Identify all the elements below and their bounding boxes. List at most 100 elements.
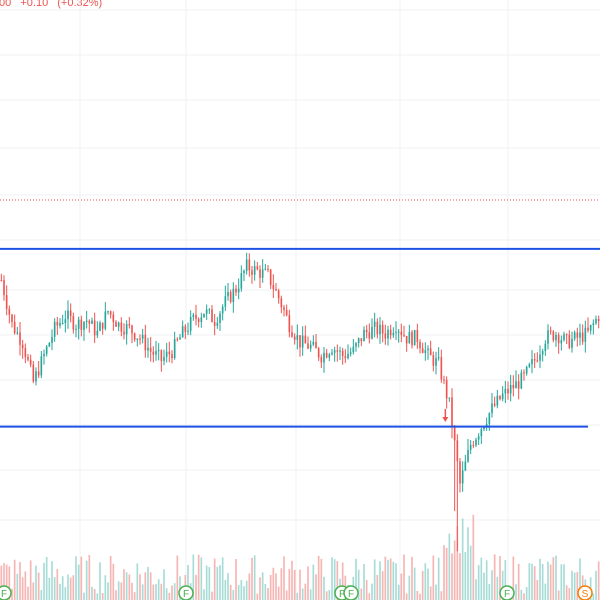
candle-body bbox=[293, 336, 296, 340]
candle-body bbox=[16, 332, 19, 334]
candle-body bbox=[312, 341, 315, 345]
candle-body bbox=[69, 310, 72, 317]
candle-body bbox=[115, 321, 117, 327]
candle-body bbox=[499, 395, 501, 400]
volume-bar bbox=[43, 562, 45, 600]
candle-body bbox=[421, 348, 424, 354]
volume-bar bbox=[544, 583, 547, 600]
volume-bar bbox=[499, 555, 501, 600]
volume-bar bbox=[29, 560, 32, 600]
volume-bar bbox=[459, 553, 461, 600]
candle-body bbox=[285, 310, 288, 316]
candle-body bbox=[467, 449, 469, 462]
candle-body bbox=[197, 319, 200, 323]
candle-body bbox=[184, 326, 187, 332]
volume-bar bbox=[8, 566, 11, 600]
volume-bar bbox=[251, 557, 253, 600]
candle-body bbox=[461, 470, 464, 484]
candle-body bbox=[597, 318, 600, 322]
candle-body bbox=[112, 314, 115, 322]
candle-body bbox=[251, 270, 253, 275]
volume-bar bbox=[112, 563, 115, 600]
volume-bar bbox=[197, 554, 200, 600]
earnings-event-icon[interactable] bbox=[0, 585, 12, 600]
volume-bar bbox=[541, 564, 544, 600]
volume-bar bbox=[512, 556, 515, 600]
volume-bar bbox=[467, 527, 469, 600]
volume-bar bbox=[477, 565, 480, 600]
event-label: F bbox=[504, 589, 510, 600]
candle-body bbox=[40, 356, 43, 376]
candle-body bbox=[477, 436, 480, 440]
volume-bar bbox=[515, 584, 517, 600]
candle-body bbox=[51, 336, 53, 343]
candle-body bbox=[523, 372, 525, 374]
candle-body bbox=[200, 317, 203, 323]
candle-body bbox=[291, 332, 293, 337]
candle-body bbox=[509, 384, 512, 394]
volume-bar bbox=[144, 572, 147, 600]
candle-body bbox=[547, 330, 549, 344]
candle-body bbox=[299, 335, 301, 348]
candle-body bbox=[248, 259, 251, 271]
volume-bar bbox=[203, 589, 205, 600]
volume-bar bbox=[72, 575, 75, 600]
volume-bar bbox=[24, 571, 27, 600]
volume-bar bbox=[341, 562, 344, 600]
volume-bar bbox=[491, 570, 493, 600]
volume-bar bbox=[533, 566, 536, 600]
volume-bar bbox=[133, 592, 136, 600]
volume-bar bbox=[115, 590, 117, 600]
earnings-event-icon[interactable] bbox=[499, 585, 515, 600]
volume-bar bbox=[405, 593, 408, 600]
volume-bar bbox=[379, 561, 381, 600]
earnings-event-icon[interactable] bbox=[343, 585, 359, 600]
volume-bar bbox=[243, 586, 245, 600]
candle-body bbox=[528, 364, 531, 367]
candle-body bbox=[37, 371, 40, 376]
volume-bar bbox=[272, 567, 275, 600]
candle-body bbox=[408, 332, 411, 344]
horizontal-lines[interactable] bbox=[0, 199, 600, 428]
volume-bar bbox=[371, 583, 373, 600]
volume-bar bbox=[285, 590, 288, 600]
volume-bar bbox=[77, 564, 80, 600]
candle-body bbox=[27, 357, 29, 360]
candle-body bbox=[488, 413, 491, 425]
candle-body bbox=[341, 350, 344, 357]
candle-body bbox=[357, 338, 360, 344]
volume-bar bbox=[85, 560, 88, 600]
candle-body bbox=[0, 280, 3, 281]
earnings-event-icon[interactable] bbox=[178, 585, 194, 600]
candle-body bbox=[581, 332, 584, 342]
candle-body bbox=[456, 440, 459, 462]
volume-bar bbox=[365, 580, 368, 600]
candle-body bbox=[144, 334, 147, 351]
candle-body bbox=[67, 310, 69, 320]
volume-bar bbox=[451, 553, 453, 600]
volume-bar bbox=[416, 591, 419, 600]
candle-body bbox=[75, 328, 77, 330]
volume-bar bbox=[40, 590, 43, 600]
split-event-icon[interactable] bbox=[577, 585, 593, 600]
volume-bar bbox=[253, 555, 256, 600]
volume-bar bbox=[48, 577, 51, 600]
volume-bar bbox=[80, 556, 83, 600]
candle-body bbox=[427, 348, 429, 351]
volume-bar bbox=[573, 572, 576, 600]
candle-body bbox=[208, 309, 211, 311]
event-label: F bbox=[348, 589, 354, 600]
candle-body bbox=[149, 347, 152, 352]
volume-bar bbox=[333, 559, 336, 600]
volume-bar bbox=[320, 558, 323, 600]
candle-body bbox=[261, 269, 264, 278]
volume-bar bbox=[579, 558, 581, 600]
volume-bar bbox=[171, 585, 173, 600]
candle-body bbox=[544, 343, 547, 352]
volume-bar bbox=[336, 561, 339, 600]
candle-body bbox=[531, 359, 533, 365]
candle-body bbox=[501, 393, 504, 400]
candle-body bbox=[128, 324, 131, 326]
